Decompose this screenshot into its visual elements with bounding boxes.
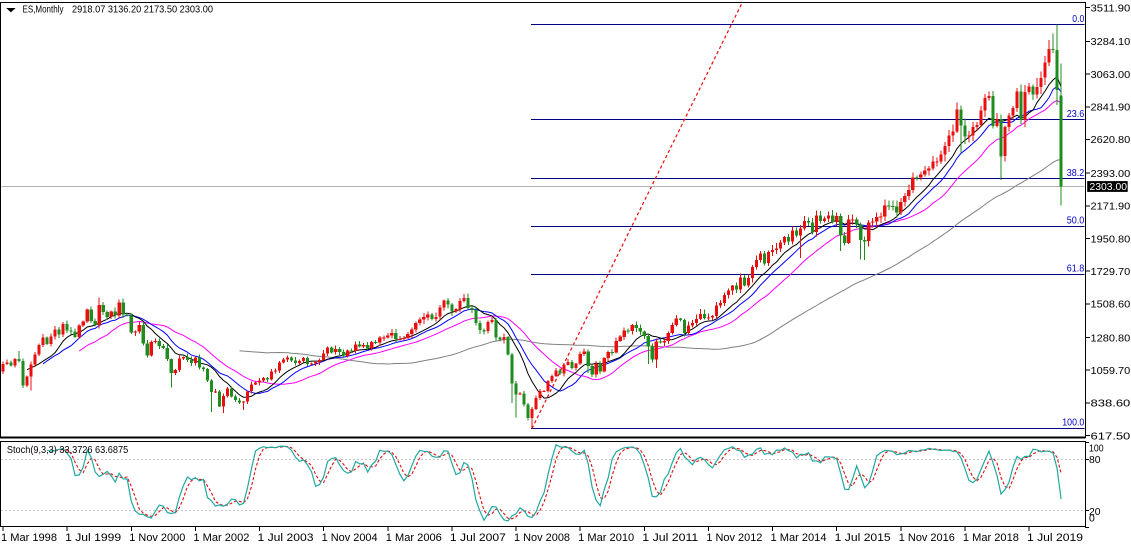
svg-text:3511.90: 3511.90	[1091, 3, 1131, 15]
svg-text:38.2: 38.2	[1067, 168, 1085, 179]
svg-text:1729.70: 1729.70	[1091, 266, 1131, 278]
svg-text:838.60: 838.60	[1091, 398, 1131, 410]
svg-text:2620.80: 2620.80	[1091, 134, 1131, 146]
svg-text:617.50: 617.50	[1091, 430, 1131, 442]
svg-text:1 Mar 2010: 1 Mar 2010	[578, 532, 634, 544]
svg-text:1 Mar 2014: 1 Mar 2014	[771, 532, 827, 544]
svg-text:100.0: 100.0	[1062, 418, 1084, 429]
svg-text:1059.70: 1059.70	[1091, 365, 1131, 377]
svg-text:1 Mar 2006: 1 Mar 2006	[386, 532, 442, 544]
svg-text:1 Nov 2000: 1 Nov 2000	[129, 532, 185, 544]
svg-text:1 Nov 2004: 1 Nov 2004	[322, 532, 378, 544]
svg-text:1 Mar 1998: 1 Mar 1998	[1, 532, 57, 544]
svg-text:1 Nov 2016: 1 Nov 2016	[899, 532, 955, 544]
svg-text:1 Jul 2003: 1 Jul 2003	[258, 532, 314, 544]
svg-text:2303.00: 2303.00	[1090, 181, 1128, 193]
svg-text:1508.60: 1508.60	[1091, 299, 1131, 311]
svg-text:1 Jul 2007: 1 Jul 2007	[450, 532, 506, 544]
svg-text:1 Jul 2015: 1 Jul 2015	[835, 532, 891, 544]
svg-text:2918.07 3136.20 2173.50 2303.0: 2918.07 3136.20 2173.50 2303.00	[72, 5, 213, 16]
svg-text:1 Jul 2011: 1 Jul 2011	[642, 532, 698, 544]
svg-text:1950.80: 1950.80	[1091, 233, 1131, 245]
svg-text:50.0: 50.0	[1067, 216, 1085, 227]
svg-text:23.6: 23.6	[1067, 109, 1085, 120]
svg-text:1 Jul 1999: 1 Jul 1999	[65, 532, 121, 544]
svg-text:1 Mar 2018: 1 Mar 2018	[963, 532, 1019, 544]
svg-text:1 Mar 2002: 1 Mar 2002	[193, 532, 249, 544]
svg-text:3284.10: 3284.10	[1091, 36, 1131, 48]
svg-text:Stoch(9,3,3) 33,3726 63.6875: Stoch(9,3,3) 33,3726 63.6875	[7, 445, 129, 456]
svg-text:1 Nov 2008: 1 Nov 2008	[514, 532, 570, 544]
svg-text:80: 80	[1089, 455, 1101, 466]
svg-text:3063.00: 3063.00	[1091, 69, 1131, 81]
svg-text:0.0: 0.0	[1072, 14, 1084, 25]
svg-text:100: 100	[1089, 444, 1104, 455]
svg-text:1280.80: 1280.80	[1091, 332, 1131, 344]
svg-text:20: 20	[1089, 507, 1101, 518]
svg-text:0: 0	[1089, 514, 1095, 525]
svg-text:1 Jul 2019: 1 Jul 2019	[1027, 532, 1083, 544]
svg-text:1 Nov 2012: 1 Nov 2012	[706, 532, 762, 544]
svg-text:2393.00: 2393.00	[1091, 168, 1131, 180]
svg-text:2841.90: 2841.90	[1091, 102, 1131, 114]
svg-text:61.8: 61.8	[1067, 263, 1085, 274]
svg-text:2171.90: 2171.90	[1091, 201, 1131, 213]
svg-text:ES,Monthly: ES,Monthly	[23, 5, 65, 16]
